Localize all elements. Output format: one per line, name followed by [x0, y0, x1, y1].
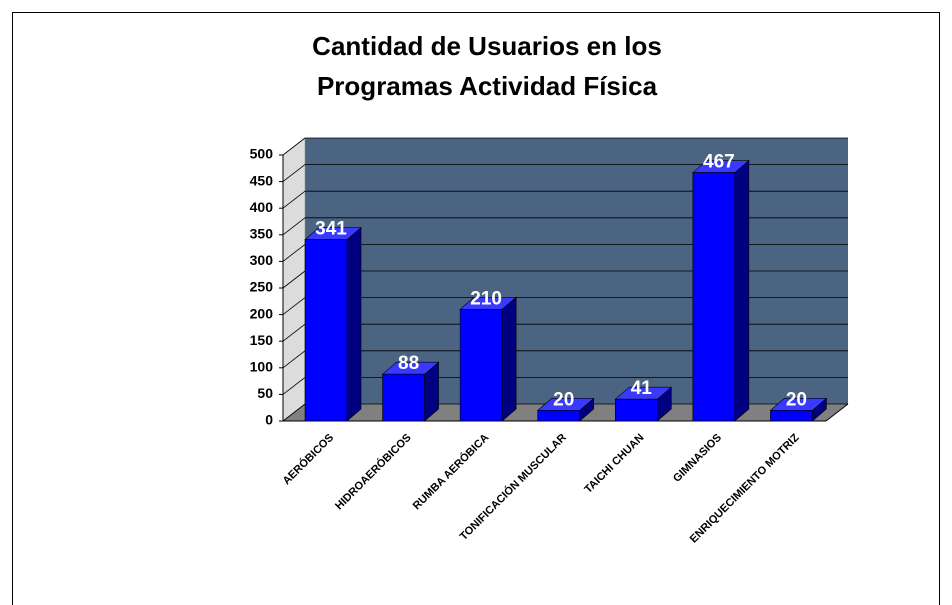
y-tick-label: 400 [250, 199, 274, 215]
bar [770, 410, 813, 422]
chart-title: Cantidad de Usuarios en los [312, 31, 662, 61]
grid-line [282, 403, 306, 422]
bar-side [346, 226, 362, 422]
y-tick-label: 500 [250, 146, 274, 162]
grid-line [282, 297, 306, 315]
bar [382, 373, 425, 422]
x-axis [825, 403, 849, 422]
grid-line [282, 217, 306, 236]
y-tick-label: 150 [250, 332, 274, 348]
y-tick-label: 100 [250, 359, 274, 375]
y-tick-label: 300 [250, 252, 274, 268]
grid-line [282, 244, 306, 262]
y-tick-label: 50 [257, 385, 273, 401]
data-label: 41 [631, 378, 653, 399]
bar [692, 172, 736, 422]
data-label: 20 [786, 389, 807, 410]
grid-line [282, 377, 306, 395]
bar-side [734, 159, 750, 422]
bar [459, 308, 503, 422]
grid-line [282, 350, 306, 369]
data-label: 341 [315, 219, 347, 240]
bar [537, 410, 581, 422]
grid-line [282, 164, 306, 182]
chart-title: Programas Actividad Física [317, 71, 658, 101]
data-label: 88 [398, 353, 419, 374]
y-tick-label: 450 [250, 172, 274, 188]
y-tick-label: 0 [265, 412, 273, 428]
y-tick-label: 200 [250, 305, 274, 321]
bar-side [501, 296, 517, 422]
grid-line [282, 323, 306, 342]
grid-line [282, 270, 306, 289]
data-label: 210 [470, 288, 502, 309]
y-tick-label: 350 [250, 226, 274, 242]
y-tick-label: 250 [250, 279, 274, 295]
bar [304, 239, 348, 422]
data-label: 467 [703, 152, 735, 173]
grid-line [282, 190, 306, 209]
data-label: 20 [553, 389, 574, 410]
bar [614, 398, 658, 422]
grid-line [282, 137, 306, 156]
